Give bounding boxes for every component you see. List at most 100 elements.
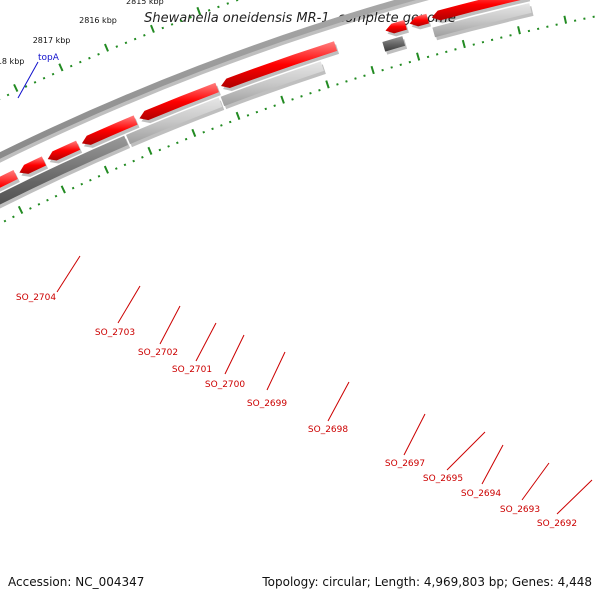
scale-tick: [12, 215, 15, 219]
gene-label[interactable]: SO_2701: [172, 365, 212, 375]
scale-tick: [71, 186, 75, 190]
scale-tick: [235, 111, 241, 120]
reverse-gene-gray[interactable]: [220, 61, 324, 107]
scale-tick: [13, 83, 19, 93]
reverse-gene-red[interactable]: [47, 140, 81, 161]
gene-label[interactable]: SO_2697: [385, 459, 425, 469]
scale-tick: [167, 145, 170, 148]
scale-tick: [6, 93, 10, 97]
reverse-gene-red[interactable]: [385, 20, 407, 34]
scale-tick: [132, 159, 135, 163]
scale-tick: [255, 110, 259, 114]
gene-label[interactable]: SO_2699: [247, 399, 287, 409]
gene-pointer: [195, 322, 217, 362]
scale-tick: [228, 120, 232, 124]
scale-tick: [354, 77, 357, 80]
gene-labels: topASO_2704SO_2703SO_2702SO_2701SO_2700S…: [16, 53, 593, 529]
scale-tick: [124, 41, 128, 45]
scale-tick: [408, 60, 412, 64]
scale-tick: [226, 2, 230, 5]
reverse-strand-genes: [0, 0, 534, 228]
scale-tick: [280, 95, 285, 104]
scale-tick: [563, 15, 568, 24]
scale-tick: [29, 207, 32, 210]
gene-pointer: [521, 462, 550, 501]
topology-text: Topology: circular; Length: 4,969,803 bp…: [261, 575, 592, 589]
gene-label[interactable]: SO_2693: [500, 505, 540, 515]
scale-tick: [336, 83, 339, 86]
scale-tick: [325, 80, 330, 89]
scale-tick: [58, 63, 64, 72]
scale-tick: [33, 81, 37, 84]
reverse-gene-red[interactable]: [19, 156, 47, 174]
scale-tick: [416, 52, 421, 61]
gene-label[interactable]: SO_2700: [205, 380, 245, 390]
scale-tick: [80, 182, 84, 186]
reverse-gene-red[interactable]: [221, 41, 338, 88]
scale-tick: [143, 34, 146, 37]
scale-tick: [426, 55, 430, 59]
reverse-gene-red[interactable]: [431, 0, 528, 21]
scale-tick: [179, 19, 183, 23]
scale-tick: [370, 65, 375, 75]
reverse-gene-gray[interactable]: [126, 97, 223, 145]
scale-tick: [454, 48, 457, 51]
gene-label[interactable]: SO_2695: [423, 474, 463, 484]
reverse-gene-red[interactable]: [139, 82, 219, 121]
scale-tick: [115, 45, 119, 48]
scale-tick: [176, 141, 179, 145]
inner-tick-ring: [3, 15, 595, 223]
scale-tick: [46, 198, 49, 202]
scale-tick: [170, 23, 174, 26]
scale-tick: [291, 98, 294, 101]
gene-pointer: [556, 479, 593, 515]
gene-label[interactable]: SO_2703: [95, 328, 135, 338]
scale-tick: [202, 130, 206, 134]
scale-tick: [147, 146, 153, 155]
scale-tick: [517, 26, 521, 35]
scale-tick: [184, 137, 188, 141]
scale-tick: [235, 0, 239, 2]
scale-tick: [150, 24, 155, 33]
scale-tick: [89, 178, 92, 182]
scale-tick: [3, 219, 7, 223]
scale-tick: [51, 72, 55, 76]
scale-tick: [211, 127, 214, 131]
scale-tick: [133, 37, 137, 41]
reverse-gene-red[interactable]: [409, 13, 430, 27]
scale-tick: [220, 124, 223, 127]
gene-label[interactable]: SO_2698: [308, 425, 348, 435]
scale-tick: [445, 50, 448, 54]
topA-pointer: [17, 61, 39, 99]
gene-pointer: [117, 285, 141, 324]
scale-tick: [345, 80, 348, 83]
scale-tick: [189, 15, 192, 19]
scale-tick: [141, 156, 144, 159]
scale-tick: [161, 26, 165, 30]
reverse-gene-gray[interactable]: [382, 36, 406, 52]
topA-label: topA: [38, 53, 60, 63]
scale-tick: [24, 85, 28, 88]
gene-label[interactable]: SO_2702: [138, 348, 178, 358]
scale-tick: [103, 165, 109, 174]
reverse-gene-red[interactable]: [81, 115, 138, 145]
scale-tick: [461, 39, 466, 49]
scale-tick: [97, 52, 100, 56]
gene-label[interactable]: SO_2692: [537, 519, 577, 529]
gene-pointer: [446, 431, 486, 471]
scale-tick: [123, 163, 127, 167]
gene-label[interactable]: SO_2694: [461, 489, 501, 499]
scale-tick: [318, 88, 321, 92]
gene-pointer: [327, 381, 350, 422]
reverse-gene-gray[interactable]: [432, 3, 532, 38]
reverse-gene-gray[interactable]: [0, 135, 129, 228]
scale-tick: [42, 76, 46, 80]
scale-tick: [17, 205, 24, 214]
reverse-gene-red[interactable]: [0, 169, 18, 203]
scale-tick: [196, 6, 202, 16]
scale-tick: [78, 60, 82, 64]
kbp-label: 2818 kbp: [0, 57, 24, 66]
scale-tick: [390, 66, 393, 69]
scale-tick: [97, 174, 101, 178]
gene-label[interactable]: SO_2704: [16, 293, 56, 303]
